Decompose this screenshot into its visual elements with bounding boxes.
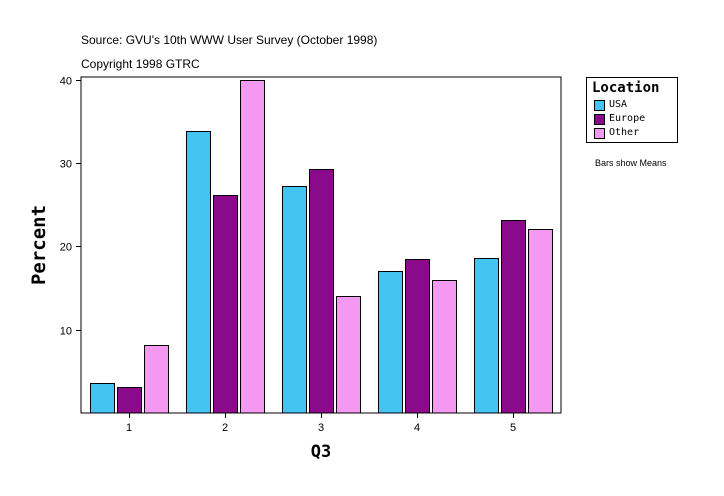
bar-usa-2: [186, 131, 211, 414]
y-tick-label: 30: [60, 159, 72, 171]
source-text: Source: GVU's 10th WWW User Survey (Octo…: [81, 33, 378, 47]
x-axis-label: Q3: [311, 442, 331, 462]
legend-swatch-other: [594, 128, 605, 139]
bar-europe-5: [501, 220, 526, 414]
x-axis: 1 2 3 4 5: [126, 413, 516, 434]
bar-europe-4: [405, 259, 430, 414]
legend: Location USA Europe Other: [586, 77, 678, 143]
bar-usa-5: [474, 258, 499, 414]
copyright-text: Copyright 1998 GTRC: [81, 57, 200, 71]
y-tick-label: 40: [60, 76, 72, 88]
legend-label-usa: USA: [609, 99, 628, 110]
bar-europe-1: [117, 387, 142, 414]
legend-label-europe: Europe: [609, 113, 646, 124]
bar-europe-2: [213, 195, 238, 414]
bar-other-2: [240, 80, 265, 414]
x-tick-label: 3: [318, 422, 324, 434]
x-tick-label: 2: [222, 422, 228, 434]
bar-europe-3: [309, 169, 334, 414]
legend-title: Location: [592, 80, 660, 96]
y-axis-label: Percent: [28, 205, 50, 285]
legend-swatch-europe: [594, 114, 605, 125]
x-tick-label: 5: [510, 422, 516, 434]
bar-other-4: [432, 280, 457, 414]
bars-group: [90, 80, 553, 414]
legend-swatch-usa: [594, 100, 605, 111]
bar-usa-3: [282, 186, 307, 414]
x-tick-label: 4: [414, 422, 420, 434]
x-tick-label: 1: [126, 422, 132, 434]
y-axis: 10 20 30 40: [60, 76, 81, 338]
bar-usa-4: [378, 271, 403, 414]
bar-usa-1: [90, 383, 115, 414]
bars-show-means-note: Bars show Means: [595, 158, 667, 168]
bar-other-1: [144, 345, 169, 414]
bar-other-3: [336, 296, 361, 414]
y-tick-label: 10: [60, 326, 72, 338]
y-tick-label: 20: [60, 242, 72, 254]
legend-label-other: Other: [609, 127, 640, 138]
bar-other-5: [528, 229, 553, 414]
